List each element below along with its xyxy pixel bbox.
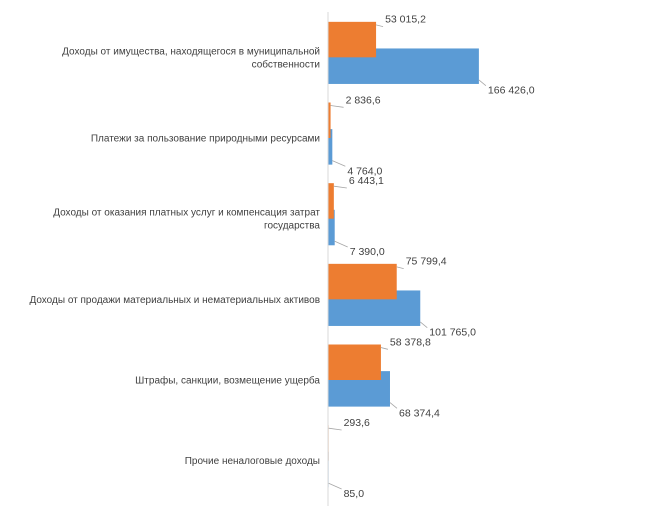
- data-label: 293,6: [344, 417, 370, 429]
- bar-orange: [328, 21, 377, 58]
- data-label: 2 836,6: [346, 94, 381, 106]
- bar-blue: [328, 209, 335, 246]
- leader-lines: [328, 24, 487, 490]
- leader-line: [328, 427, 342, 431]
- category-label: Платежи за пользование природными ресурс…: [91, 134, 320, 145]
- data-label: 58 378,8: [390, 336, 431, 348]
- leader-line: [328, 482, 342, 490]
- leader-line: [332, 160, 346, 167]
- category-label: Доходы от продажи материальных и нематер…: [29, 295, 320, 306]
- leader-line: [380, 347, 389, 350]
- data-label: 166 426,0: [488, 85, 535, 97]
- data-label: 4 764,0: [347, 165, 382, 177]
- bars: [328, 21, 479, 488]
- leader-line: [389, 402, 398, 409]
- data-label: 101 765,0: [429, 327, 476, 339]
- data-labels: 53 015,2 166 426,0 2 836,6 4 764,06 443,1 7 …: [344, 14, 535, 500]
- bar-orange: [328, 102, 331, 138]
- leader-line: [330, 105, 344, 108]
- leader-line: [334, 240, 348, 248]
- data-label: 85,0: [344, 488, 365, 500]
- data-label: 6 443,1: [349, 175, 384, 187]
- bar-blue: [328, 129, 333, 165]
- category-label: Доходы от имущества, находящегося в муни…: [62, 46, 320, 70]
- data-label: 68 374,4: [399, 407, 440, 419]
- category-label: Штрафы, санкции, возмещение ущерба: [135, 375, 320, 387]
- leader-line: [420, 321, 428, 328]
- data-label: 7 390,0: [350, 246, 385, 258]
- bar-orange: [328, 344, 381, 380]
- data-label: 53 015,2: [385, 14, 426, 26]
- category-label: Прочие неналоговые доходы: [185, 456, 320, 467]
- data-label: 75 799,4: [406, 256, 447, 268]
- leader-line: [333, 185, 347, 189]
- leader-line: [396, 266, 404, 270]
- bar-orange: [328, 183, 334, 219]
- category-label: Доходы от оказания платных услуг и компе…: [53, 208, 320, 232]
- category-labels: Доходы от имущества, находящегося в муни…: [29, 46, 320, 467]
- bar-orange: [328, 263, 397, 300]
- leader-line: [375, 24, 384, 28]
- leader-line: [478, 79, 487, 86]
